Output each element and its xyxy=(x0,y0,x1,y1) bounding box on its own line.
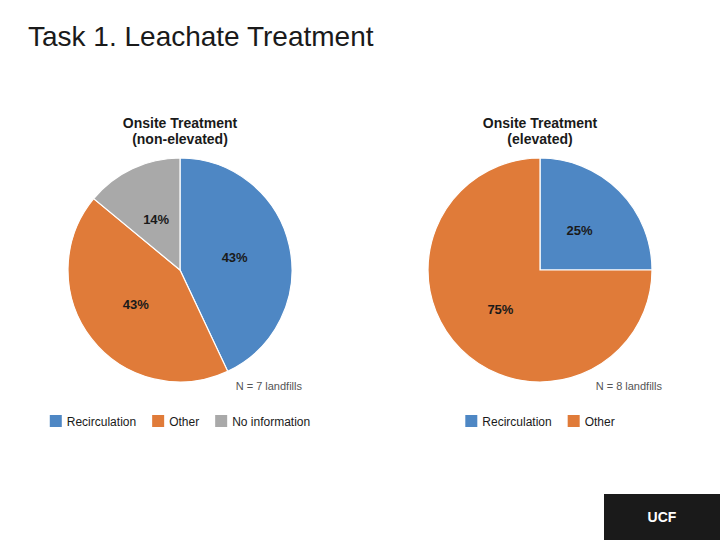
data-label: 75% xyxy=(487,302,513,317)
legend-swatch xyxy=(215,415,227,427)
pie-slice xyxy=(540,158,652,270)
legend-item: Other xyxy=(152,415,199,429)
legend-swatch xyxy=(50,415,62,427)
legend-item: Recirculation xyxy=(465,415,551,429)
data-label: 43% xyxy=(222,250,248,265)
footer-box xyxy=(604,494,720,540)
data-label: 43% xyxy=(123,297,149,312)
annotation: N = 7 landfills xyxy=(236,380,303,392)
legend: Recirculation Other xyxy=(465,415,614,429)
legend-label: Other xyxy=(169,415,199,429)
pie-slice xyxy=(68,199,228,382)
data-label: 25% xyxy=(567,223,593,238)
slices xyxy=(68,158,292,382)
pie-chart: Onsite Treatment(non-elevated) 43% 43% 14% N… xyxy=(50,115,310,429)
pie-title: Onsite Treatment(non-elevated) xyxy=(123,115,238,147)
pie-slice xyxy=(94,158,180,270)
legend-label: No information xyxy=(232,415,310,429)
legend-swatch xyxy=(152,415,164,427)
legend-label: Other xyxy=(585,415,615,429)
chart-root: Task 1. Leachate Treatment UCF Onsite Trea… xyxy=(0,0,720,540)
legend: Recirculation Other No information xyxy=(50,415,310,429)
footer: UCF xyxy=(604,494,720,540)
data-label: 14% xyxy=(143,212,169,227)
data-labels: 43% 43% 14% xyxy=(123,212,248,312)
data-labels: 25% 75% xyxy=(487,223,593,317)
legend-item: Other xyxy=(568,415,615,429)
slices xyxy=(428,158,652,382)
pie-chart: Onsite Treatment(elevated) 25% 75% N = 8 la… xyxy=(428,115,662,429)
legend-swatch xyxy=(568,415,580,427)
annotation: N = 8 landfills xyxy=(596,380,663,392)
legend-label: Recirculation xyxy=(67,415,136,429)
footer-label: UCF xyxy=(648,509,677,525)
pie-slice xyxy=(428,158,652,382)
legend-item: No information xyxy=(215,415,310,429)
legend-item: Recirculation xyxy=(50,415,136,429)
figure-title: Task 1. Leachate Treatment xyxy=(28,21,374,52)
pie-title: Onsite Treatment(elevated) xyxy=(483,115,598,147)
legend-label: Recirculation xyxy=(482,415,551,429)
legend-swatch xyxy=(465,415,477,427)
